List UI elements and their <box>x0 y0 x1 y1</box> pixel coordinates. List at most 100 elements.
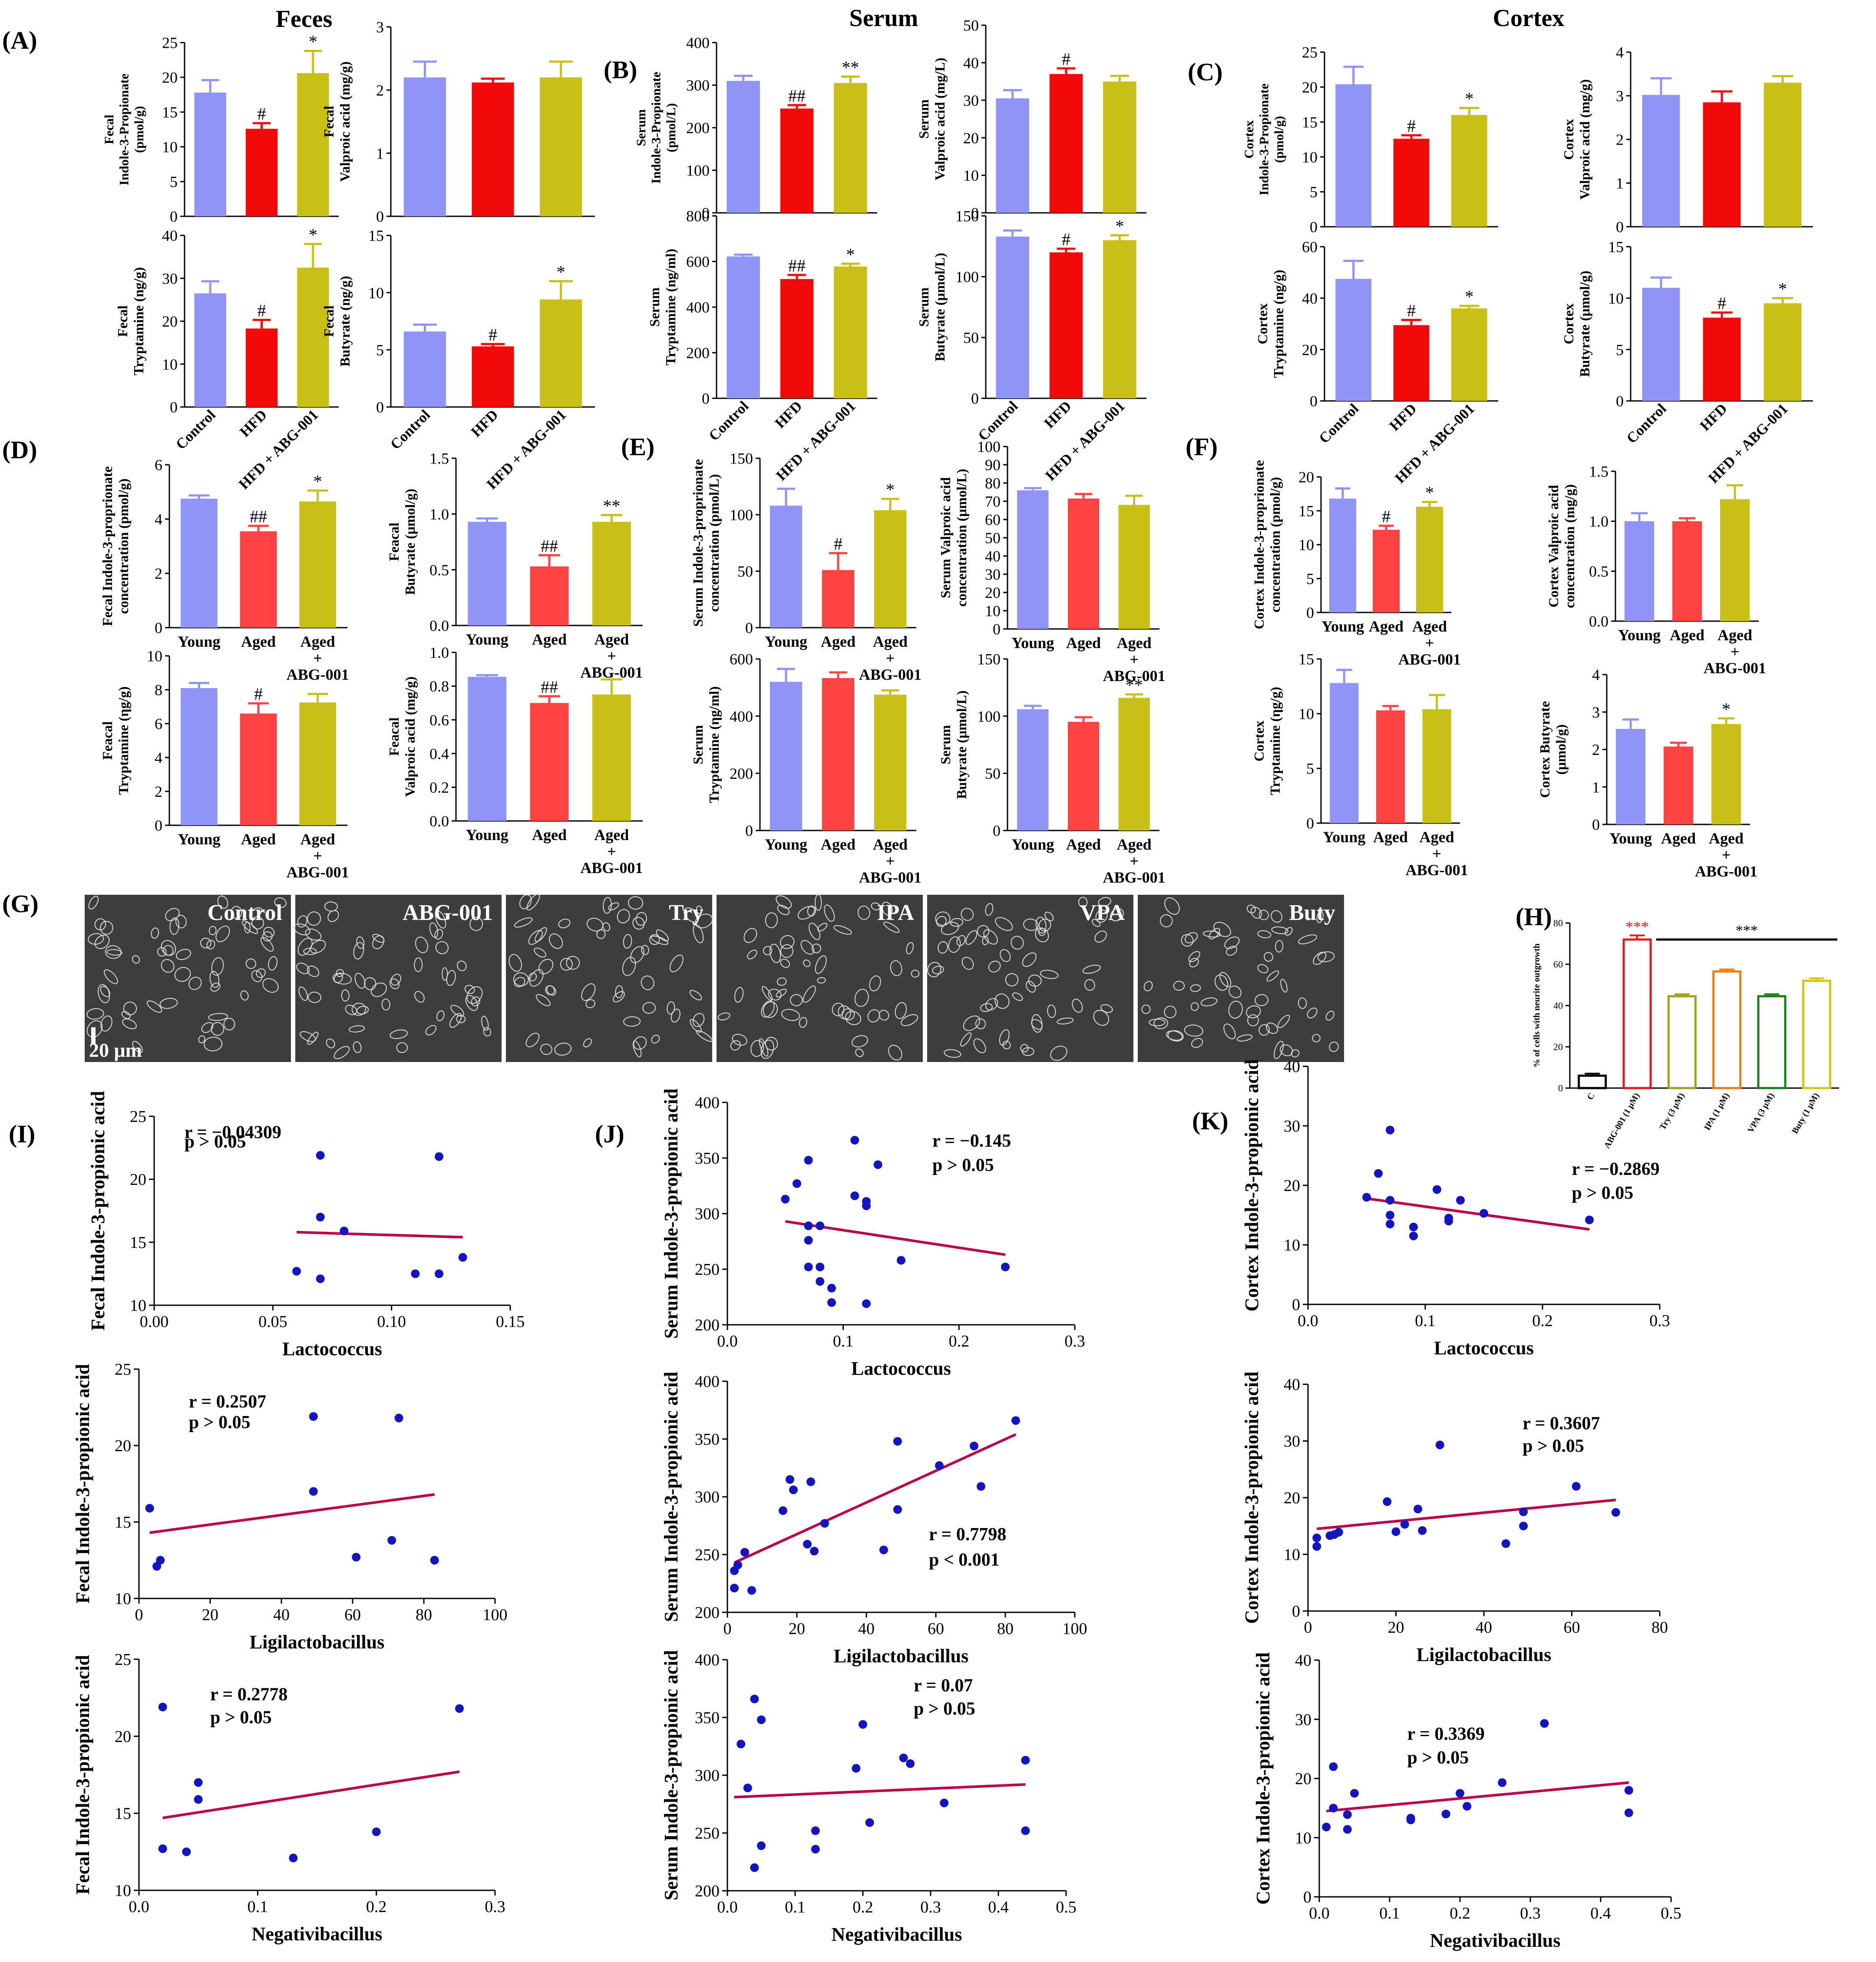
data-point <box>757 1715 766 1724</box>
x-tick-label: Aged <box>873 836 908 853</box>
regression-line <box>162 1770 460 1820</box>
cell-shape <box>249 907 262 919</box>
x-tick-label: 40 <box>858 1620 875 1638</box>
x-tick-label: 0.5 <box>1661 1904 1681 1922</box>
data-point <box>1386 1125 1394 1135</box>
data-point <box>873 1160 882 1169</box>
y-tick-label: 0.5 <box>1589 563 1608 580</box>
cell-shape <box>1028 974 1042 987</box>
x-tick-label: 0.2 <box>949 1332 970 1350</box>
y-axis-label: Cortex <box>1242 120 1256 159</box>
x-tick-label: 0.1 <box>248 1898 268 1916</box>
y-tick-label: 0 <box>1310 218 1318 236</box>
data-point <box>1386 1196 1394 1205</box>
significance-mark: * <box>1465 89 1473 109</box>
x-tick-label: Aged <box>1066 634 1101 652</box>
cell-shape <box>94 918 106 930</box>
cell-shape <box>256 968 266 978</box>
y-tick-label: 0.2 <box>429 779 449 796</box>
data-point <box>786 1475 794 1484</box>
y-tick-label: 2 <box>1616 131 1624 149</box>
y-axis-label: Fecal Indole-3-propionic acid <box>72 1364 93 1604</box>
data-point <box>1322 1823 1331 1832</box>
cell-shape <box>854 989 869 1007</box>
cell-shape <box>1164 1006 1177 1019</box>
significance-mark: * <box>1115 216 1124 236</box>
cell-shape <box>1038 918 1051 932</box>
cell-shape <box>642 1002 656 1014</box>
cell-shape <box>465 995 478 1011</box>
y-tick-label: 3 <box>1616 87 1624 105</box>
bar <box>1330 683 1359 823</box>
y-tick-label: 0 <box>170 208 178 225</box>
cell-shape <box>811 943 821 953</box>
y-tick-label: 350 <box>695 1149 720 1168</box>
x-tick-label: + <box>1425 634 1434 652</box>
bar <box>240 713 277 825</box>
data-point <box>827 1298 836 1307</box>
cell-shape <box>251 970 262 983</box>
y-tick-label: 350 <box>695 1430 720 1449</box>
significance-mark: # <box>1062 230 1070 249</box>
cell-shape <box>777 905 790 915</box>
y-axis-label: Butyrate (ng/g) <box>337 276 353 367</box>
x-tick-label: Young <box>1321 618 1364 635</box>
cell-shape <box>985 903 994 916</box>
y-tick-label: 1.5 <box>429 450 449 467</box>
y-tick-label: 100 <box>955 268 979 286</box>
x-tick-label: 0.0 <box>1298 1312 1318 1330</box>
y-tick-label: 0 <box>971 205 979 222</box>
cell-shape <box>776 895 792 909</box>
cell-shape <box>513 972 529 986</box>
micrograph-buty: Buty <box>1138 895 1344 1062</box>
cell-shape <box>761 1000 775 1018</box>
bar <box>1373 529 1400 612</box>
data-point <box>1409 1231 1418 1241</box>
cell-shape <box>88 896 99 910</box>
x-tick-label: ABG-001 <box>287 666 349 683</box>
data-point <box>394 1413 403 1423</box>
data-point <box>1386 1211 1394 1220</box>
cell-shape <box>1257 964 1268 973</box>
x-tick-label: Aged <box>873 633 908 650</box>
cell-shape <box>613 991 625 1003</box>
y-axis-label: Tryptamine (ng/g) <box>131 267 146 375</box>
x-tick-label: Young <box>466 826 509 844</box>
cell-shape <box>1271 926 1288 934</box>
cell-shape <box>1149 1019 1166 1026</box>
y-axis-label: % of cells with neurite outgrowth <box>1532 943 1542 1068</box>
data-point <box>852 1764 861 1773</box>
y-tick-label: 10 <box>963 167 979 184</box>
x-tick-label: + <box>607 843 616 860</box>
y-tick-label: 400 <box>730 708 753 725</box>
y-axis-label: Tryptamine (ηg/ml) <box>706 686 722 803</box>
cell-shape <box>586 917 604 932</box>
y-tick-label: 0.8 <box>429 678 449 695</box>
data-point <box>1350 1789 1359 1798</box>
cell-shape <box>799 1017 807 1028</box>
cell-shape <box>1200 997 1218 1006</box>
y-tick-label: 6 <box>155 715 162 733</box>
y-tick-label: 80 <box>985 475 1001 492</box>
cell-shape <box>442 967 448 981</box>
cell-shape <box>763 946 773 956</box>
y-tick-label: 0 <box>155 817 162 834</box>
y-tick-label: 200 <box>695 1604 720 1622</box>
x-tick-label: + <box>886 852 895 870</box>
y-axis-label: Valproic acid (mg/g) <box>402 676 418 797</box>
y-axis-label: Feacal <box>386 717 402 756</box>
y-tick-label: 600 <box>730 651 753 668</box>
y-tick-label: 10 <box>1295 1829 1311 1847</box>
cell-shape <box>1191 1038 1203 1048</box>
data-point <box>1463 1802 1472 1811</box>
y-axis-label: Cortex Indole-3-proprionate <box>1251 460 1267 629</box>
cell-shape <box>456 1015 466 1023</box>
x-tick-label: 60 <box>928 1620 944 1638</box>
panel-letter-b: (B) <box>604 56 637 84</box>
bar <box>1017 490 1049 629</box>
bar <box>1118 698 1150 830</box>
cell-shape <box>525 1032 540 1048</box>
data-point <box>1414 1505 1423 1514</box>
x-tick-label: 0.3 <box>1520 1904 1541 1922</box>
